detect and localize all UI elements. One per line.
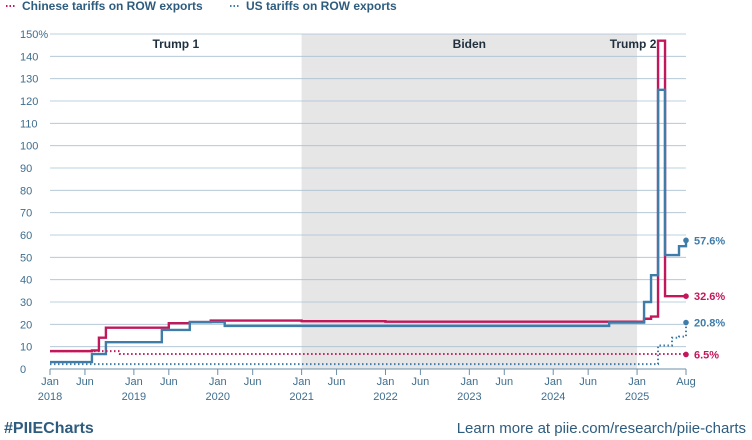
x-year-label: 2025 [625, 391, 649, 403]
y-tick-label: 0 [20, 364, 26, 376]
series-end-label: 20.8% [694, 318, 725, 330]
series-end-point-3 [683, 319, 689, 326]
series-line-0 [50, 39, 686, 353]
x-tick-label: Jan [377, 376, 395, 388]
legend-label-chinese-row: Chinese tariffs on ROW exports [22, 0, 203, 13]
period-label: Trump 1 [152, 37, 199, 51]
y-tick-label: 100 [20, 141, 38, 153]
x-year-label: 2022 [373, 391, 397, 403]
legend-label-us-row: US tariffs on ROW exports [246, 0, 397, 13]
y-tick-label: 120 [20, 96, 38, 108]
x-tick-label: Jun [412, 376, 430, 388]
x-tick-label: Jun [495, 376, 513, 388]
y-tick-label: 40 [20, 275, 32, 287]
x-year-label: 2021 [289, 391, 313, 403]
period-label: Trump 2 [610, 37, 657, 51]
footer-hashtag: #PIIECharts [4, 420, 94, 437]
x-year-label: 2024 [541, 391, 565, 403]
y-tick-label: 50 [20, 252, 32, 264]
y-tick-label: 30 [20, 297, 32, 309]
footer-link[interactable]: Learn more at piie.com/research/piie-cha… [457, 420, 746, 437]
y-tick-label: 130 [20, 74, 38, 86]
y-tick-label: 110 [20, 118, 38, 130]
series-end-label: 32.6% [694, 291, 725, 303]
x-tick-label: Jan [41, 376, 59, 388]
x-tick-label: Jan [628, 376, 646, 388]
x-year-label: 2020 [205, 391, 229, 403]
series-line-1 [50, 88, 688, 364]
x-tick-label: Aug [676, 376, 696, 388]
x-tick-label: Jan [125, 376, 143, 388]
x-tick-label: Jan [293, 376, 311, 388]
period-label: Biden [453, 37, 486, 51]
series-end-point-0 [683, 293, 689, 299]
series-end-point-2 [683, 351, 689, 358]
x-tick-label: Jun [160, 376, 178, 388]
x-tick-label: Jun [76, 376, 94, 388]
y-tick-label: 60 [20, 230, 32, 242]
y-tick-label: 80 [20, 185, 32, 197]
y-tick-label: 150% [20, 29, 48, 41]
series-end-label: 57.6% [694, 235, 725, 247]
y-tick-label: 20 [20, 319, 32, 331]
legend: Chinese tariffs on ROW exports US tariff… [6, 0, 397, 13]
x-tick-label: Jun [579, 376, 597, 388]
x-year-label: 2018 [38, 391, 62, 403]
y-tick-label: 70 [20, 208, 32, 220]
x-tick-label: Jan [544, 376, 562, 388]
x-tick-label: Jun [328, 376, 346, 388]
series-end-point-1 [683, 237, 689, 244]
period-shade-1 [301, 34, 638, 369]
x-tick-label: Jan [209, 376, 227, 388]
series-line-3 [50, 322, 687, 366]
x-year-label: 2023 [457, 391, 481, 403]
x-year-label: 2019 [122, 391, 146, 403]
plot-area: 0 10 20 30 40 50 60 70 80 90 100 110 120 130 140 150% Tr… [20, 29, 725, 403]
y-tick-label: 90 [20, 163, 32, 175]
footer: #PIIECharts Learn more at piie.com/resea… [4, 420, 746, 437]
x-tick-label: Jan [460, 376, 478, 388]
series-end-label: 6.5% [694, 349, 719, 361]
y-tick-label: 10 [20, 342, 32, 354]
y-tick-label: 140 [20, 51, 38, 63]
x-tick-label: Jun [244, 376, 262, 388]
